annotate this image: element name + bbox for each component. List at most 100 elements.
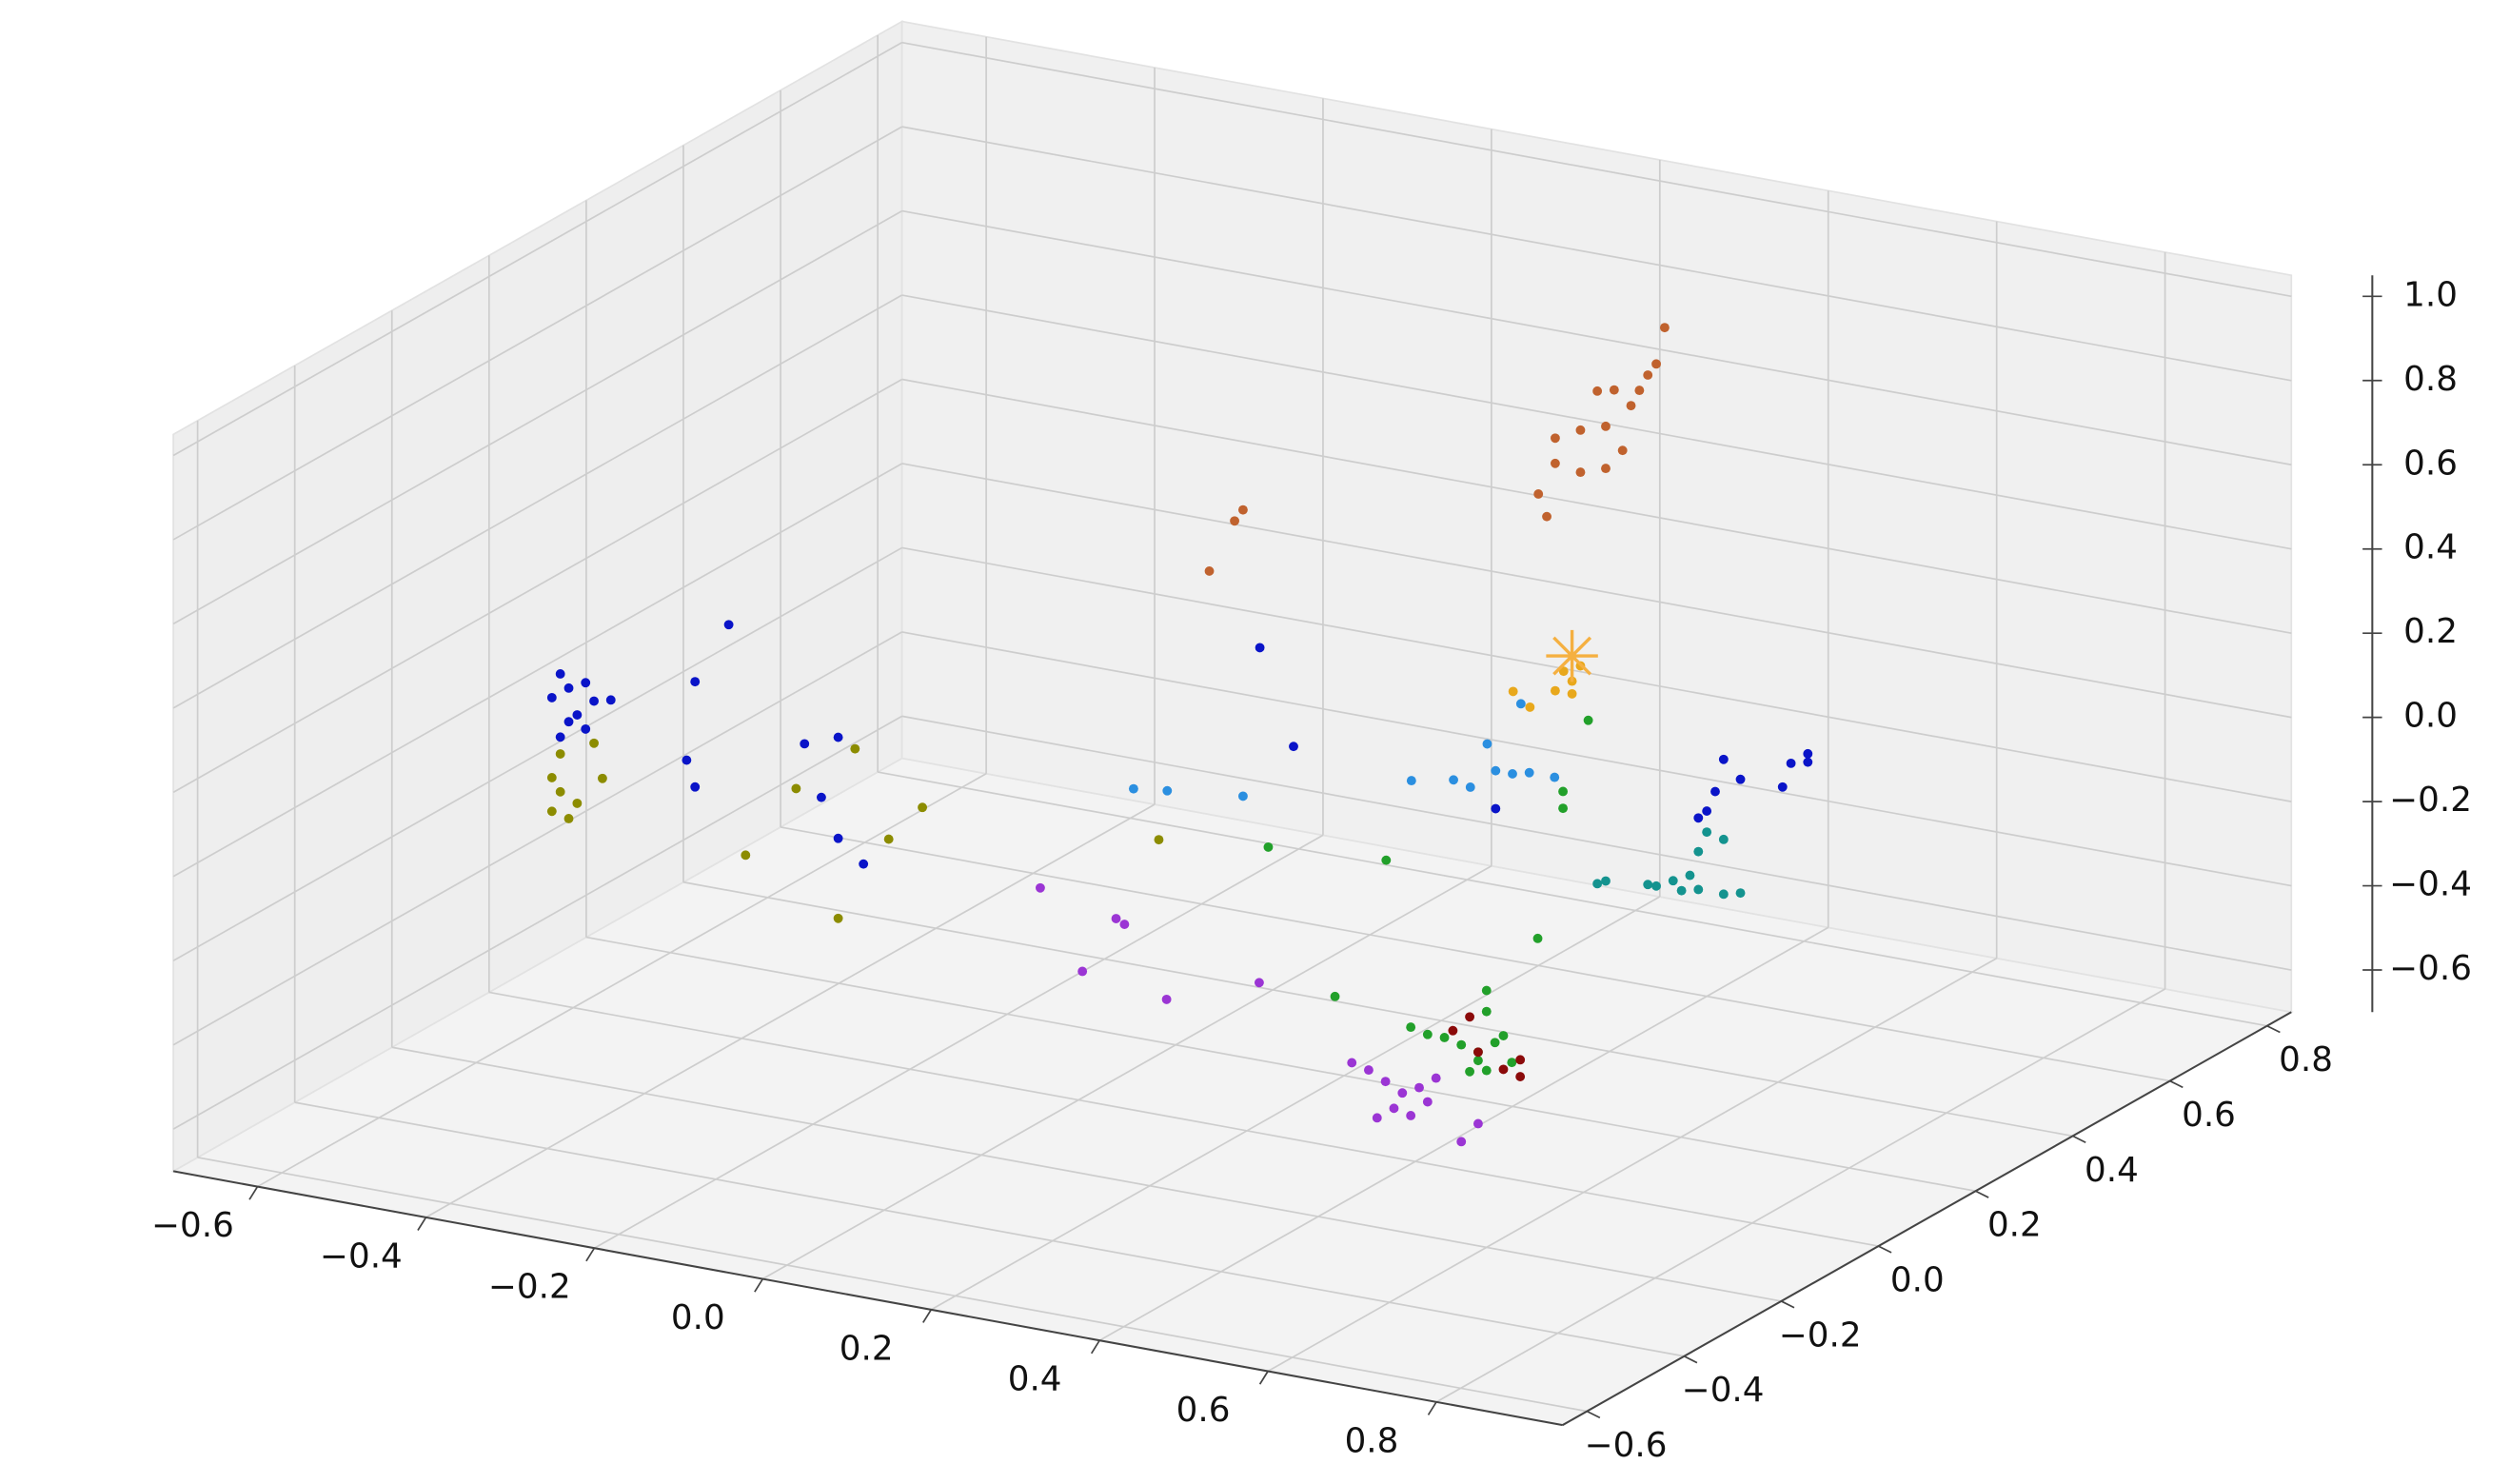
y-tick-label: 0.0 xyxy=(1890,1261,1945,1300)
point xyxy=(1702,806,1712,816)
point xyxy=(605,695,616,705)
point xyxy=(1128,783,1138,794)
point xyxy=(1651,359,1661,369)
point xyxy=(1525,702,1535,712)
x-tick-mark xyxy=(585,1247,596,1262)
point xyxy=(1803,748,1813,759)
point xyxy=(723,620,734,630)
point xyxy=(1515,1072,1526,1081)
point xyxy=(581,678,591,688)
point xyxy=(1254,978,1264,988)
point xyxy=(1693,884,1704,895)
point xyxy=(859,859,869,869)
x-tick-label: −0.2 xyxy=(488,1268,571,1307)
point xyxy=(1626,401,1636,411)
grid-line xyxy=(172,378,903,794)
point xyxy=(1643,880,1653,890)
grid-line xyxy=(901,294,2292,550)
point xyxy=(1592,386,1603,396)
point xyxy=(1558,786,1569,797)
grid-line xyxy=(172,126,903,541)
point xyxy=(1465,782,1475,792)
y-tick-label: −0.4 xyxy=(1682,1371,1765,1410)
grid-line xyxy=(172,631,903,1046)
grid-line xyxy=(901,41,2292,298)
point xyxy=(1481,1065,1492,1076)
point xyxy=(883,834,894,844)
point xyxy=(1491,765,1501,776)
point xyxy=(1777,782,1788,792)
point xyxy=(1237,791,1248,801)
x-tick-mark xyxy=(1427,1401,1437,1415)
z-tick-label: −0.4 xyxy=(2389,865,2472,904)
y-tick-label: 0.2 xyxy=(1987,1206,2042,1245)
point xyxy=(1119,920,1130,929)
grid-line xyxy=(901,126,2292,382)
grid-line xyxy=(585,936,1976,1193)
point xyxy=(1583,715,1593,725)
grid-line xyxy=(172,294,903,709)
y-tick-mark xyxy=(1878,1245,1892,1254)
point xyxy=(690,677,701,687)
y-tick-mark xyxy=(1586,1410,1601,1419)
point xyxy=(1481,985,1492,996)
grid-line xyxy=(172,546,903,961)
y-tick-label: −0.6 xyxy=(1585,1426,1668,1465)
grid-line xyxy=(172,41,903,457)
y-tick-label: −0.2 xyxy=(1779,1316,1862,1355)
grid-line xyxy=(901,209,2292,466)
point xyxy=(1422,1097,1433,1107)
point xyxy=(581,723,591,734)
point xyxy=(563,814,574,823)
x-tick-mark xyxy=(1090,1339,1100,1355)
point xyxy=(1380,1077,1391,1087)
y-tick-label: 0.4 xyxy=(2085,1151,2139,1190)
point xyxy=(918,802,928,813)
point xyxy=(1550,458,1560,468)
point xyxy=(1491,803,1501,814)
point xyxy=(1289,742,1298,752)
point xyxy=(1406,1022,1416,1033)
grid-line xyxy=(172,463,903,878)
point xyxy=(1609,385,1619,395)
point xyxy=(1490,1038,1500,1048)
y-tick-mark xyxy=(1781,1300,1795,1309)
point xyxy=(1515,699,1526,709)
point xyxy=(1237,505,1248,515)
point xyxy=(1668,876,1678,886)
point xyxy=(682,755,692,765)
point xyxy=(1389,1103,1399,1114)
grid-line xyxy=(294,1101,1685,1357)
point xyxy=(572,798,583,808)
point xyxy=(1456,1039,1467,1050)
point xyxy=(1532,933,1543,943)
point xyxy=(1651,881,1661,891)
point xyxy=(1702,827,1712,838)
x-tick-mark xyxy=(417,1217,427,1231)
point xyxy=(1735,888,1746,899)
point xyxy=(1592,879,1603,889)
point xyxy=(741,850,751,861)
point xyxy=(1448,1025,1458,1036)
point xyxy=(572,710,583,720)
point xyxy=(546,692,557,702)
point xyxy=(1363,1065,1374,1076)
point xyxy=(1372,1113,1382,1123)
z-tick-label: 0.2 xyxy=(2403,612,2458,651)
point xyxy=(1558,803,1569,814)
point xyxy=(1465,1012,1475,1022)
point xyxy=(589,738,599,748)
point xyxy=(1154,835,1164,845)
point xyxy=(833,732,843,742)
point xyxy=(1035,882,1045,893)
point xyxy=(800,739,810,749)
point xyxy=(1498,1064,1509,1075)
point xyxy=(555,669,565,679)
point xyxy=(1422,1029,1433,1039)
x-tick-mark xyxy=(922,1309,932,1323)
point xyxy=(1508,768,1517,779)
point xyxy=(1515,1055,1526,1065)
point xyxy=(1204,566,1215,576)
point xyxy=(1693,813,1704,823)
